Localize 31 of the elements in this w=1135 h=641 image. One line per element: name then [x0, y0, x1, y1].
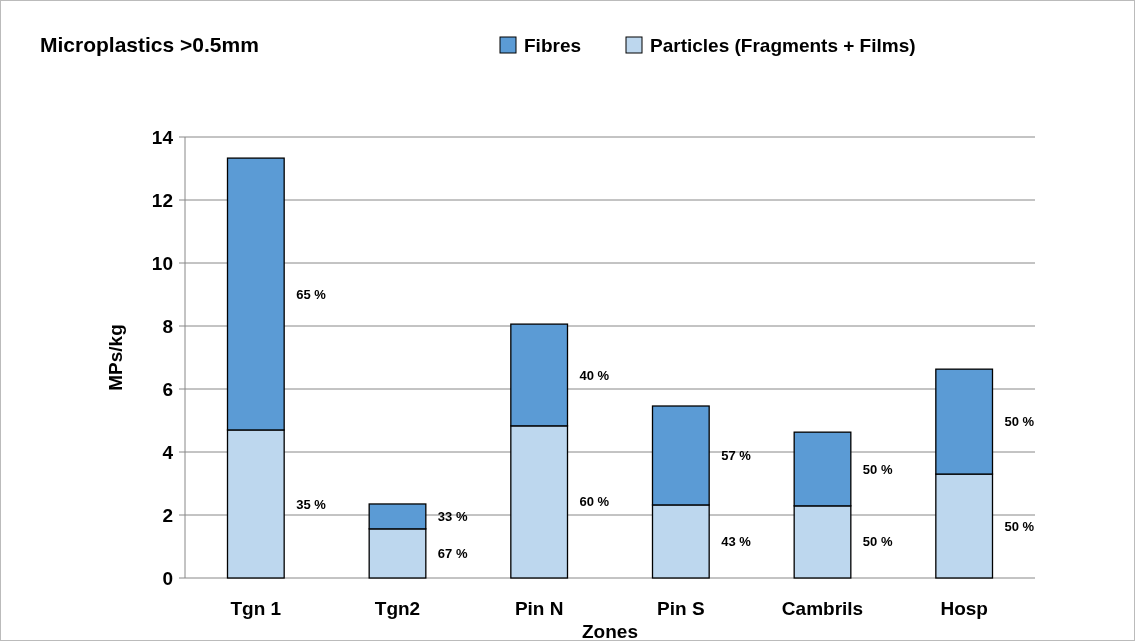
x-tick-label: Tgn2	[374, 598, 421, 619]
x-tick-label: Cambrils	[781, 598, 864, 619]
annotation: 67 %	[437, 545, 468, 561]
annotation: 40 %	[579, 367, 610, 383]
x-tick-label: Tgn 1	[230, 598, 282, 619]
annotation: 50 %	[862, 534, 893, 550]
y-tick-label: 8	[162, 315, 173, 337]
x-tick-label: Hosp	[940, 598, 988, 619]
annotation: 60 %	[579, 494, 610, 510]
y-tick-label: 6	[162, 378, 173, 400]
annotation: 50 %	[1004, 414, 1035, 430]
y-tick-label: 12	[151, 189, 173, 211]
legend-label: Fibres	[524, 35, 582, 56]
annotation: 65 %	[296, 286, 327, 302]
y-tick-label: 14	[151, 126, 174, 148]
legend-label: Particles (Fragments + Films)	[650, 35, 916, 56]
annotation: 33 %	[437, 508, 468, 524]
annotation: 35 %	[296, 496, 327, 512]
chart-title: Microplastics >0.5mm	[40, 33, 259, 56]
y-tick-label: 0	[162, 567, 173, 589]
x-tick-label: Pin N	[514, 598, 564, 619]
annotation: 57 %	[721, 448, 752, 464]
annotation: 50 %	[1004, 518, 1035, 534]
x-axis-title: Zones	[582, 621, 638, 641]
annotation: 43 %	[721, 534, 752, 550]
y-tick-label: 2	[162, 504, 173, 526]
y-tick-label: 4	[162, 441, 174, 463]
y-axis-title: MPs/kg	[105, 324, 126, 391]
x-tick-label: Pin S	[657, 598, 705, 619]
y-tick-label: 10	[151, 252, 173, 274]
annotation: 50 %	[862, 461, 893, 477]
